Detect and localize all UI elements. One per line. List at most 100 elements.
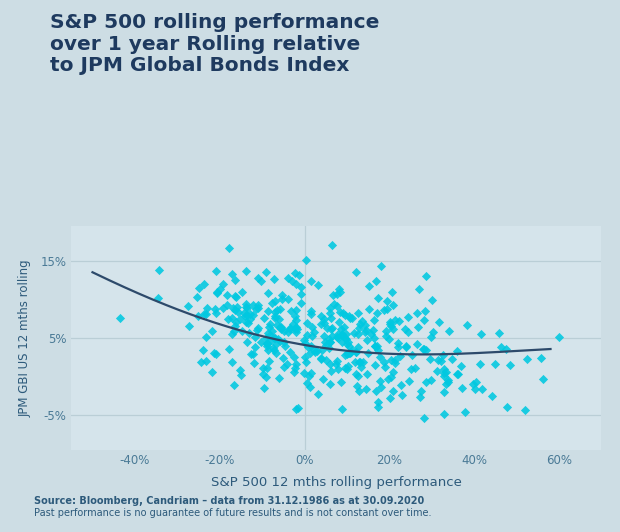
Point bbox=[254, 273, 264, 282]
Point bbox=[314, 390, 324, 398]
Point bbox=[236, 370, 246, 379]
Point bbox=[270, 334, 280, 342]
Point bbox=[368, 326, 378, 335]
Point bbox=[198, 346, 208, 354]
Point bbox=[332, 332, 342, 341]
Point bbox=[436, 357, 446, 365]
Point bbox=[440, 369, 450, 377]
Point bbox=[321, 356, 331, 364]
Point bbox=[394, 339, 404, 347]
Point bbox=[406, 364, 416, 373]
Point bbox=[471, 378, 481, 387]
Point bbox=[351, 348, 361, 356]
Point bbox=[262, 364, 272, 373]
Point bbox=[272, 306, 282, 314]
Point bbox=[201, 332, 211, 341]
Point bbox=[230, 306, 240, 314]
Point bbox=[494, 328, 503, 337]
Text: over 1 year Rolling relative: over 1 year Rolling relative bbox=[50, 35, 360, 54]
Point bbox=[275, 305, 285, 313]
Point bbox=[538, 375, 548, 383]
Point bbox=[460, 408, 470, 416]
Point bbox=[415, 393, 425, 401]
Point bbox=[380, 362, 390, 371]
Point bbox=[388, 287, 397, 296]
Point bbox=[342, 335, 352, 344]
Point bbox=[353, 329, 363, 338]
Point bbox=[283, 294, 293, 303]
Point bbox=[414, 322, 423, 331]
Point bbox=[293, 325, 303, 333]
Point bbox=[324, 335, 334, 344]
Point bbox=[329, 300, 339, 308]
Point bbox=[242, 304, 252, 313]
Point bbox=[115, 314, 125, 322]
Point bbox=[274, 374, 284, 383]
Point bbox=[304, 349, 314, 358]
Point bbox=[288, 320, 298, 328]
Point bbox=[453, 370, 463, 378]
Point bbox=[347, 346, 357, 354]
Point bbox=[250, 332, 260, 341]
Point bbox=[324, 344, 334, 352]
Point bbox=[452, 369, 462, 378]
Point bbox=[259, 314, 268, 323]
Point bbox=[231, 293, 241, 301]
Point bbox=[230, 292, 240, 300]
Point bbox=[386, 373, 396, 381]
Point bbox=[427, 296, 437, 304]
Point bbox=[385, 394, 395, 403]
Point bbox=[262, 339, 272, 347]
Point bbox=[452, 347, 462, 355]
Point bbox=[370, 342, 379, 350]
Point bbox=[279, 363, 289, 371]
Point bbox=[240, 312, 250, 320]
Point bbox=[340, 311, 350, 319]
Point bbox=[269, 346, 279, 354]
Point bbox=[263, 307, 273, 315]
Point bbox=[153, 294, 163, 302]
Point bbox=[349, 329, 359, 337]
Point bbox=[456, 361, 466, 370]
Point bbox=[283, 360, 293, 369]
Point bbox=[267, 299, 277, 307]
Point bbox=[287, 277, 297, 285]
Point bbox=[319, 319, 329, 327]
Point bbox=[370, 342, 380, 351]
Point bbox=[236, 314, 246, 323]
Point bbox=[305, 383, 315, 392]
Point bbox=[490, 360, 500, 369]
Point bbox=[283, 328, 293, 337]
Point bbox=[326, 325, 336, 333]
Point bbox=[262, 340, 272, 348]
Point bbox=[231, 321, 241, 330]
Point bbox=[328, 291, 338, 300]
Point bbox=[357, 317, 367, 325]
Point bbox=[291, 323, 301, 331]
Point bbox=[353, 343, 363, 351]
Point bbox=[373, 342, 383, 350]
Point bbox=[302, 330, 312, 339]
Point bbox=[353, 309, 363, 318]
Point bbox=[441, 380, 451, 389]
Point bbox=[235, 366, 245, 375]
Text: to JPM Global Bonds Index: to JPM Global Bonds Index bbox=[50, 56, 349, 75]
Point bbox=[196, 358, 206, 366]
Point bbox=[322, 323, 332, 332]
Point bbox=[212, 288, 222, 297]
Point bbox=[212, 287, 222, 296]
Point bbox=[416, 387, 426, 395]
Point bbox=[291, 315, 301, 324]
Point bbox=[418, 315, 428, 324]
Point bbox=[344, 349, 354, 358]
Point bbox=[352, 268, 361, 277]
Point bbox=[471, 385, 480, 394]
Point bbox=[264, 356, 274, 365]
Point bbox=[326, 314, 336, 322]
Point bbox=[253, 303, 263, 312]
Point bbox=[400, 325, 410, 334]
Point bbox=[362, 336, 372, 345]
Point bbox=[249, 358, 259, 367]
Point bbox=[154, 266, 164, 275]
Point bbox=[337, 330, 347, 338]
